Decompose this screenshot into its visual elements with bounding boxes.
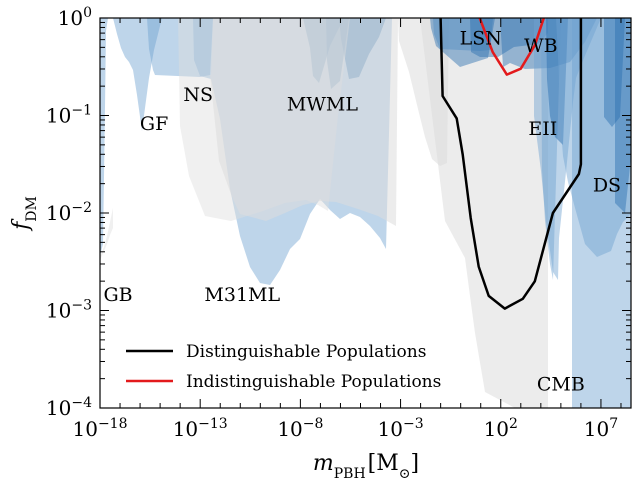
y-tick-label: 10−3 — [46, 298, 92, 323]
population-curves — [439, 18, 583, 310]
constraint-region — [604, 18, 625, 127]
legend-label-indistinguishable: Indistinguishable Populations — [186, 372, 441, 392]
y-tick-label: 10−2 — [46, 200, 92, 225]
constraint-region — [420, 18, 548, 408]
x-tick-label: 10−18 — [73, 416, 128, 441]
constraint-region — [113, 18, 162, 131]
constraint-region — [430, 18, 495, 67]
constraint-label-cmb: CMB — [537, 373, 585, 395]
constraint-label-ds: DS — [593, 175, 621, 197]
constraint-region — [470, 18, 548, 57]
x-tick-label: 107 — [584, 416, 618, 441]
x-tick-label: 10−3 — [378, 416, 424, 441]
x-tick-label: 10−8 — [277, 416, 323, 441]
constraint-region — [433, 18, 493, 51]
constraint-label-m31ml: M31ML — [204, 284, 280, 306]
constraint-region — [398, 18, 449, 166]
constraint-label-ns: NS — [183, 84, 213, 106]
constraint-label-wb: WB — [524, 35, 558, 57]
y-tick-label: 100 — [58, 5, 92, 30]
legend: Distinguishable Populations Indistinguis… — [126, 342, 441, 392]
constraint-label-eii: EII — [528, 118, 557, 140]
indistinguishable-curve — [478, 18, 545, 76]
y-tick-label: 10−4 — [46, 395, 92, 420]
distinguishable-curve — [439, 18, 583, 310]
constraint-labels: GB GF NS M31ML MWML LSN WB EII DS CMB — [103, 27, 621, 395]
axes: 10−18 10−13 10−8 10−3 102 107 10−410−310−210−… — [46, 5, 632, 441]
x-tick-label: 10−13 — [173, 416, 228, 441]
constraint-region — [210, 18, 398, 226]
constraint-region — [178, 18, 350, 221]
constraint-region — [100, 208, 113, 260]
constraint-region — [546, 18, 568, 145]
y-ticks: 10−4 10−3 10−2 10−1 100 — [46, 5, 631, 420]
constraint-label-lsn: LSN — [460, 27, 502, 49]
constraint-label-gb: GB — [103, 284, 132, 306]
x-tick-label: 102 — [484, 416, 518, 441]
y-tick-label: 10−1 — [46, 103, 92, 128]
constraint-label-gf: GF — [140, 113, 168, 135]
constraint-regions — [100, 18, 631, 408]
constraint-region — [147, 18, 213, 77]
x-ticks: 10−18 10−13 10−8 10−3 102 107 — [73, 18, 622, 441]
constraint-region — [572, 18, 631, 408]
constraint-region — [556, 18, 631, 257]
legend-label-distinguishable: Distinguishable Populations — [186, 342, 426, 362]
x-axis-title: mPBH[M⊙] — [313, 451, 419, 480]
constraint-label-mwml: MWML — [287, 94, 358, 116]
